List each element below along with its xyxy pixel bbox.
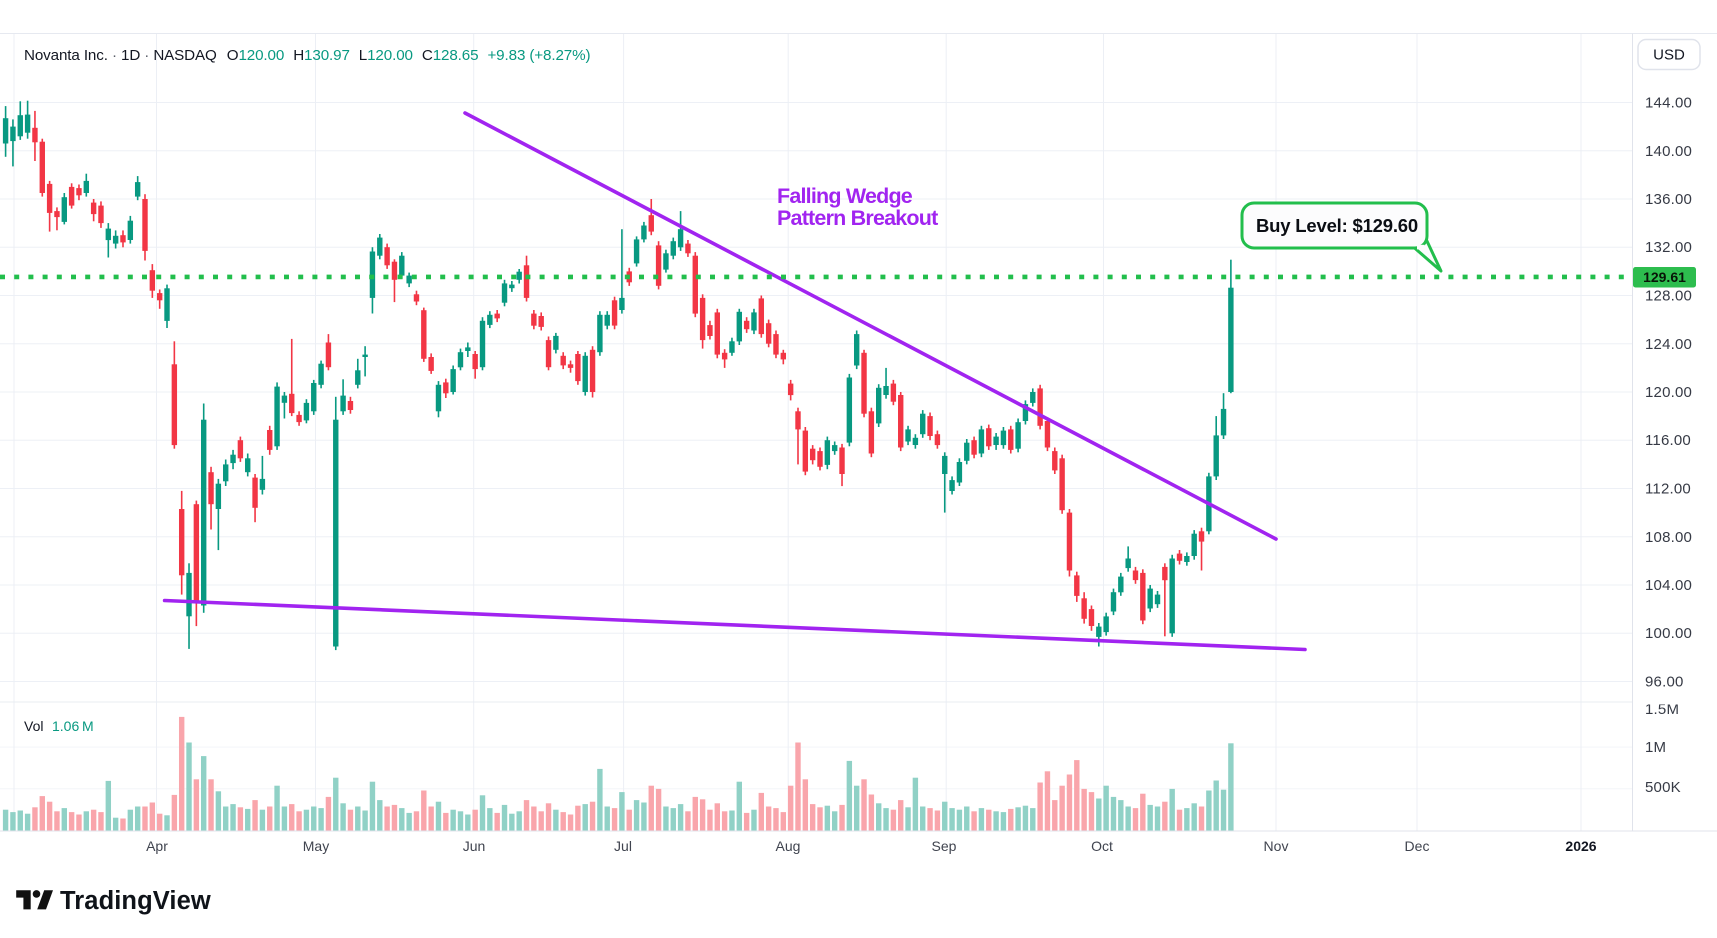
svg-text:2026: 2026 (1565, 838, 1596, 854)
svg-text:Falling Wedge: Falling Wedge (777, 184, 913, 208)
svg-text:500K: 500K (1645, 779, 1681, 796)
svg-text:Sep: Sep (932, 838, 957, 854)
svg-text:108.00: 108.00 (1645, 529, 1692, 546)
svg-text:144.00: 144.00 (1645, 95, 1692, 112)
svg-text:116.00: 116.00 (1645, 432, 1691, 449)
svg-text:100.00: 100.00 (1645, 625, 1692, 642)
svg-text:128.00: 128.00 (1645, 288, 1692, 305)
svg-text:Oct: Oct (1091, 838, 1113, 854)
svg-text:Nov: Nov (1264, 838, 1289, 854)
svg-text:Dec: Dec (1405, 838, 1430, 854)
svg-text:Jun: Jun (463, 838, 486, 854)
svg-text:112.00: 112.00 (1645, 481, 1691, 498)
svg-text:Jul: Jul (614, 838, 632, 854)
svg-text:May: May (303, 838, 329, 854)
svg-text:TradingView: TradingView (60, 887, 211, 915)
svg-text:120.00: 120.00 (1645, 384, 1692, 401)
svg-text:104.00: 104.00 (1645, 577, 1692, 594)
svg-text:124.00: 124.00 (1645, 336, 1692, 353)
svg-text:1.5M: 1.5M (1645, 701, 1679, 718)
svg-text:Apr: Apr (146, 838, 168, 854)
svg-text:Aug: Aug (776, 838, 801, 854)
svg-text:1.06 M: 1.06 M (52, 718, 94, 734)
svg-text:140.00: 140.00 (1645, 143, 1692, 160)
svg-text:136.00: 136.00 (1645, 191, 1692, 208)
svg-text:Pattern Breakout: Pattern Breakout (777, 206, 938, 230)
svg-text:Vol: Vol (24, 718, 43, 734)
svg-text:129.61: 129.61 (1643, 269, 1686, 285)
svg-text:USD: USD (1653, 47, 1685, 64)
svg-text:96.00: 96.00 (1645, 674, 1684, 691)
svg-text:Buy Level: $129.60: Buy Level: $129.60 (1256, 215, 1418, 236)
svg-text:132.00: 132.00 (1645, 239, 1692, 256)
svg-text:1M: 1M (1645, 739, 1666, 756)
